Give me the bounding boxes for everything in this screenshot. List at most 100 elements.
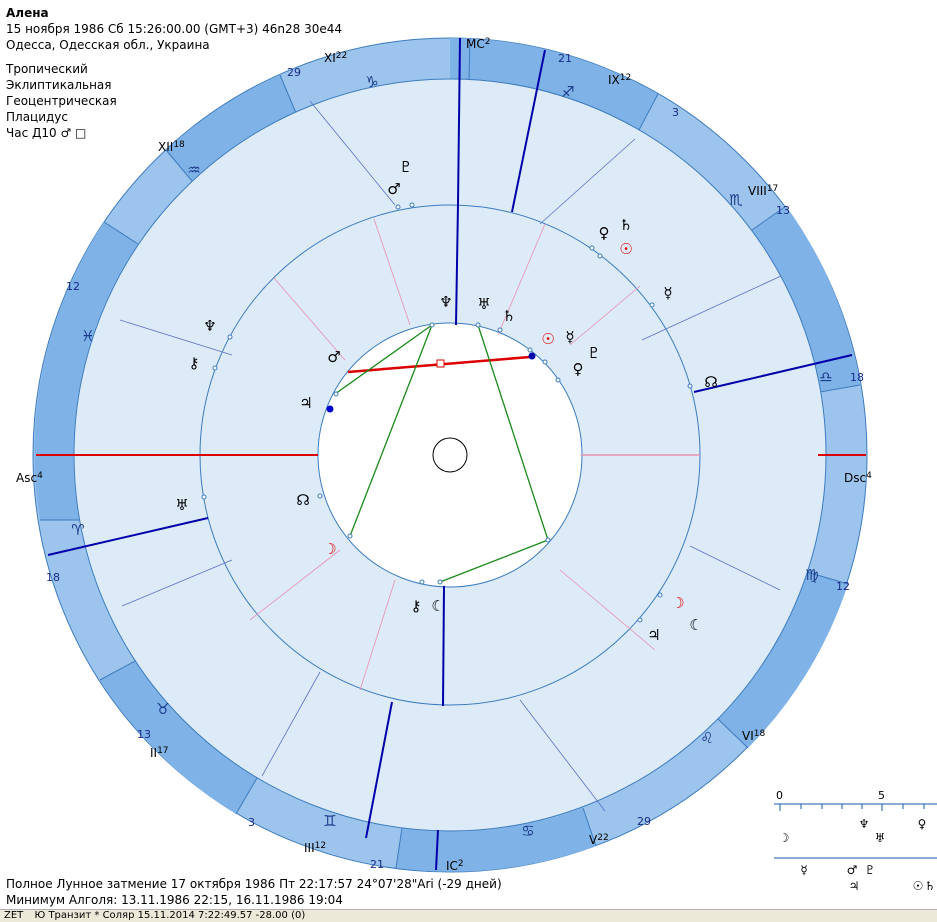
aries-icon: ♈ xyxy=(71,521,84,539)
house-2-label: II17 xyxy=(150,746,169,760)
transit-jupiter-icon: ♃ xyxy=(647,626,660,644)
virgo-icon: ♍ xyxy=(805,566,818,584)
house-3-label: III12 xyxy=(304,841,326,855)
natal-node-icon: ☊ xyxy=(296,491,309,509)
svg-text:☽: ☽ xyxy=(779,831,790,845)
svg-text:♅: ♅ xyxy=(875,831,886,845)
transit-house-cusps xyxy=(119,100,782,812)
taurus-icon: ♉ xyxy=(156,700,169,718)
degree-label: 13 xyxy=(776,204,790,217)
natal-house-cusps xyxy=(249,218,700,691)
transit-mars-icon: ♂ xyxy=(387,180,400,198)
degree-label: 3 xyxy=(672,106,679,119)
setting-coordinates: Эклиптикальная xyxy=(6,78,112,92)
capricorn-icon: ♑ xyxy=(365,73,378,91)
aquarius-icon: ♒ xyxy=(187,161,200,179)
eclipse-info: Полное Лунное затмение 17 октября 1986 П… xyxy=(6,877,502,891)
natal-neptune-icon: ♆ xyxy=(439,293,452,311)
setting-hour: Час Д10 ♂ □ xyxy=(6,126,87,140)
degree-label: 29 xyxy=(287,66,301,79)
svg-text:☉: ☉ xyxy=(913,879,924,893)
degree-label: 13 xyxy=(137,728,151,741)
transit-venus-icon: ♀ xyxy=(599,224,610,242)
degree-label: 12 xyxy=(66,280,80,293)
degree-label: 21 xyxy=(370,858,384,871)
svg-text:0: 0 xyxy=(776,789,783,802)
status-bar: ZET Ю Транзит * Соляр 15.11.2014 7:22:49… xyxy=(0,909,937,922)
natal-mars-icon: ♂ xyxy=(327,348,340,366)
house-8-label: VIII17 xyxy=(748,184,778,198)
natal-jupiter-icon: ♃ xyxy=(299,394,312,412)
mc-axis xyxy=(457,37,461,205)
sagittarius-icon: ♐ xyxy=(561,83,574,101)
chart-info: Алена 15 ноября 1986 Сб 15:26:00.00 (GMT… xyxy=(6,5,342,141)
transit-lilith-icon: ☾ xyxy=(689,616,702,634)
aspect-scale: 0 5 ☽ ♆ ♅ ♀ ☿ ♂ ♃ ♇ ☉ ♄ xyxy=(774,789,937,893)
natal-chiron-icon: ⚷ xyxy=(411,597,422,615)
svg-text:♃: ♃ xyxy=(849,879,860,893)
natal-sun-icon: ☉ xyxy=(541,330,554,348)
libra-icon: ♎ xyxy=(819,368,832,386)
transit-neptune-icon: ♆ xyxy=(203,317,216,335)
scorpio-icon: ♏ xyxy=(729,191,743,209)
cancer-icon: ♋ xyxy=(521,822,534,840)
house-9-label: IX12 xyxy=(608,73,631,87)
transit-chiron-icon: ⚷ xyxy=(189,354,200,372)
degree-label: 21 xyxy=(558,52,572,65)
natal-venus-icon: ♀ xyxy=(573,360,584,378)
degree-label: 18 xyxy=(850,371,864,384)
transit-asc xyxy=(693,354,853,393)
birth-datetime: 15 ноября 1986 Сб 15:26:00.00 (GMT+3) 46… xyxy=(6,22,343,36)
svg-text:♇: ♇ xyxy=(865,863,876,877)
birth-place: Одесса, Одесская обл., Украина xyxy=(6,38,210,52)
asc-label: Asc4 xyxy=(16,471,43,485)
chart-footer: Полное Лунное затмение 17 октября 1986 П… xyxy=(6,876,502,908)
transit-mc xyxy=(511,49,546,213)
transit-saturn-icon: ♄ xyxy=(619,216,632,234)
natal-chart-wheel[interactable]: MC2 IC2 Asc4 Dsc4 XI22 IX12 VIII17 XII18… xyxy=(0,0,937,900)
natal-lilith-icon: ☾ xyxy=(431,597,444,615)
svg-text:☿: ☿ xyxy=(800,863,807,877)
natal-mercury-icon: ☿ xyxy=(565,328,574,346)
aspect-trines xyxy=(334,324,549,583)
natal-saturn-icon: ♄ xyxy=(502,307,515,325)
mc-label: MC2 xyxy=(466,37,490,51)
svg-text:♄: ♄ xyxy=(925,879,936,893)
pisces-icon: ♓ xyxy=(81,327,94,345)
ic-axis xyxy=(442,585,445,707)
degree-label: 3 xyxy=(248,816,255,829)
transit-node-icon: ☊ xyxy=(704,373,717,391)
transit-mercury-icon: ☿ xyxy=(663,284,672,302)
gemini-icon: ♊ xyxy=(323,812,336,830)
status-transit[interactable]: Ю Транзит * Соляр 15.11.2014 7:22:49.57 … xyxy=(34,910,306,921)
house-12-label: XII18 xyxy=(158,140,185,154)
leo-icon: ♌ xyxy=(700,729,713,747)
transit-moon-icon: ☽ xyxy=(671,594,684,612)
natal-moon-icon: ☽ xyxy=(323,540,336,558)
svg-text:♆: ♆ xyxy=(859,817,870,831)
setting-center: Геоцентрическая xyxy=(6,94,117,108)
algol-info: Минимум Алголя: 13.11.1986 22:15, 16.11.… xyxy=(6,893,343,907)
natal-pluto-icon: ♇ xyxy=(587,344,600,362)
transit-pluto-icon: ♇ xyxy=(399,158,412,176)
transit-sun-icon: ☉ xyxy=(619,240,632,258)
natal-uranus-icon: ♅ xyxy=(477,295,490,313)
setting-house-system: Плацидус xyxy=(6,110,69,124)
house-6-label: VI18 xyxy=(742,729,765,743)
ic-label: IC2 xyxy=(446,859,464,873)
svg-text:♂: ♂ xyxy=(847,863,858,877)
svg-text:♀: ♀ xyxy=(918,817,927,831)
zodiac-segments xyxy=(34,38,860,872)
transit-uranus-icon: ♅ xyxy=(175,496,188,514)
setting-zodiac: Тропический xyxy=(6,62,88,76)
sign-boundaries xyxy=(40,37,861,869)
person-name: Алена xyxy=(6,6,49,20)
dsc-label: Dsc4 xyxy=(844,471,872,485)
degree-label: 18 xyxy=(46,571,60,584)
house-5-label: V22 xyxy=(589,833,609,847)
degree-label: 29 xyxy=(637,815,651,828)
status-zet[interactable]: ZET xyxy=(4,910,24,921)
house-11-label: XI22 xyxy=(324,51,347,65)
degree-label: 12 xyxy=(836,580,850,593)
svg-text:5: 5 xyxy=(878,789,885,802)
